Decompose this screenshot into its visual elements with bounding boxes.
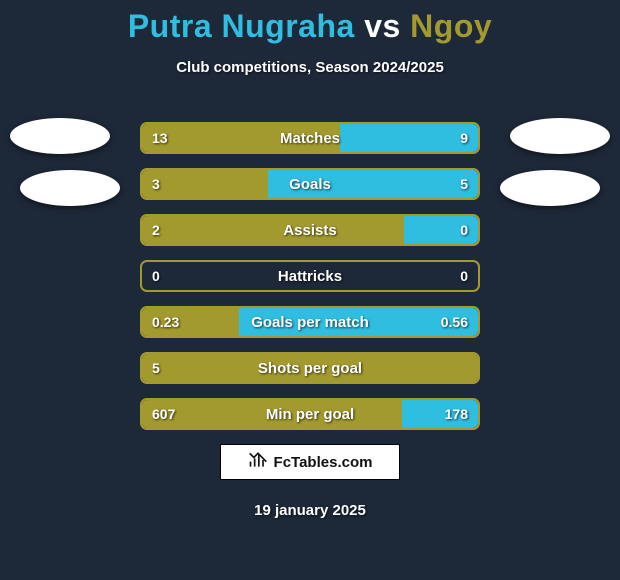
brand-text: FcTables.com	[274, 454, 373, 471]
stat-label: Shots per goal	[142, 354, 478, 382]
stat-row: 0.230.56Goals per match	[140, 306, 480, 338]
stat-label: Hattricks	[142, 262, 478, 290]
stat-label: Matches	[142, 124, 478, 152]
page-title: Putra Nugraha vs Ngoy	[0, 0, 620, 45]
brand-chart-icon	[248, 450, 268, 474]
player2-photo-1	[510, 118, 610, 154]
stat-row: 607178Min per goal	[140, 398, 480, 430]
title-player2: Ngoy	[410, 8, 492, 44]
content-root: Putra Nugraha vs Ngoy Club competitions,…	[0, 0, 620, 580]
stat-row: 5Shots per goal	[140, 352, 480, 384]
title-vs: vs	[364, 8, 401, 44]
player1-photo-2	[20, 170, 120, 206]
subtitle: Club competitions, Season 2024/2025	[0, 59, 620, 76]
stat-row: 20Assists	[140, 214, 480, 246]
title-player1: Putra Nugraha	[128, 8, 355, 44]
stat-label: Goals	[142, 170, 478, 198]
stat-label: Goals per match	[142, 308, 478, 336]
stat-row: 00Hattricks	[140, 260, 480, 292]
player2-photo-2	[500, 170, 600, 206]
date-text: 19 january 2025	[0, 502, 620, 519]
stat-row: 139Matches	[140, 122, 480, 154]
brand-badge[interactable]: FcTables.com	[220, 444, 400, 480]
stat-row: 35Goals	[140, 168, 480, 200]
player1-photo-1	[10, 118, 110, 154]
stats-container: 139Matches 35Goals 20Assists 00Hattricks 0.2…	[140, 122, 480, 444]
stat-label: Min per goal	[142, 400, 478, 428]
stat-label: Assists	[142, 216, 478, 244]
